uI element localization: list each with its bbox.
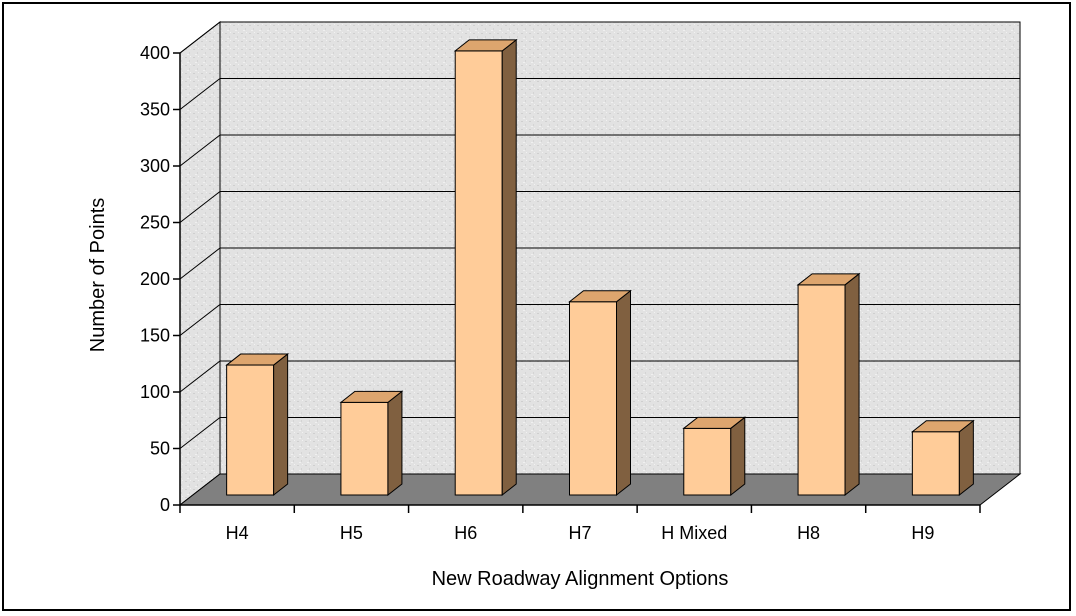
gridline [179, 78, 1020, 110]
y-tick-label: 100 [140, 382, 170, 402]
gridline [179, 304, 1020, 336]
bar-side [501, 38, 517, 497]
x-tick-label: H5 [340, 523, 363, 543]
bar-side [844, 272, 860, 497]
bar-top [453, 39, 518, 52]
bar-front [683, 427, 732, 496]
bar-front [569, 301, 617, 496]
bar-side [616, 289, 631, 497]
y-tick-label: 300 [140, 156, 170, 176]
x-axis-title: New Roadway Alignment Options [432, 568, 729, 590]
gridline [179, 134, 1020, 167]
bars [225, 38, 975, 497]
x-tick-label: H7 [568, 523, 591, 543]
gridline [179, 360, 1020, 393]
bar-h5 [339, 390, 404, 497]
y-axis-title: Number of Points [87, 198, 109, 353]
bar-side [387, 390, 403, 497]
bar-side [273, 353, 289, 497]
y-tick-label: 150 [140, 326, 170, 346]
bar-top [682, 416, 747, 429]
y-tick-label: 350 [140, 100, 170, 120]
bar-front [226, 364, 275, 496]
gridline [179, 247, 1020, 280]
bar-top [225, 353, 290, 366]
y-tick-label: 50 [150, 439, 170, 459]
gridline [179, 417, 1020, 449]
bar-top [796, 273, 861, 286]
bar-side [958, 419, 974, 497]
y-tick-label: 250 [140, 213, 170, 233]
bar-h6 [453, 38, 518, 497]
gridline [179, 191, 1020, 223]
x-tick-label: H9 [911, 523, 934, 543]
bar-h4 [225, 353, 290, 497]
bar-h8 [796, 272, 861, 497]
gridline [179, 21, 1020, 54]
x-axis: H4 H5 H6 H7 H Mixed H8 H9 [179, 504, 981, 543]
y-tick-label: 200 [140, 269, 170, 289]
bar-h-mixed [682, 416, 747, 497]
x-tick-label: H8 [797, 523, 820, 543]
x-tick-label: H Mixed [661, 523, 727, 543]
bar-front [797, 284, 846, 496]
bar-front [911, 431, 960, 496]
bar-side [730, 416, 746, 497]
bar-top [568, 290, 632, 303]
y-tick-label: 0 [160, 495, 170, 515]
bar-h7 [568, 289, 632, 497]
x-tick-label: H6 [454, 523, 477, 543]
bar-top [910, 420, 975, 433]
x-tick-label: H4 [226, 523, 249, 543]
bar-top [339, 390, 404, 403]
bar-front [454, 50, 503, 496]
y-tick-label: 400 [140, 43, 170, 63]
bar-front [340, 401, 389, 496]
bar-h9 [910, 419, 975, 497]
y-axis: 0 50 100 150 200 250 300 350 400 [140, 43, 181, 515]
